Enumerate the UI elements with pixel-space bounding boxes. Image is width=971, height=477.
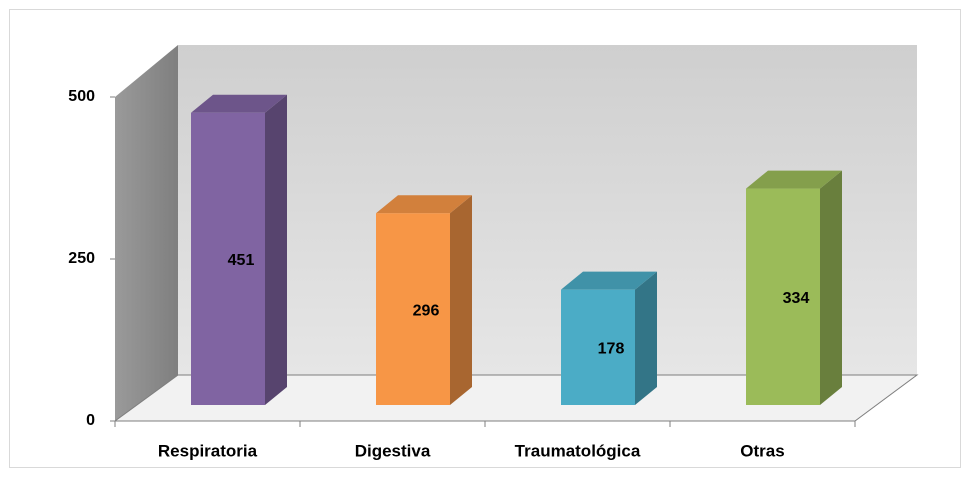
y-tick-label: 250 (68, 250, 95, 267)
side-wall (115, 45, 178, 421)
bar-side (265, 94, 287, 405)
bar (561, 289, 635, 405)
bar-top (561, 271, 657, 290)
x-tick-label: Traumatológica (515, 441, 641, 460)
bar (191, 112, 265, 405)
value-label: 451 (228, 252, 255, 269)
x-tick-label: Otras (740, 441, 784, 460)
value-label: 296 (413, 302, 440, 319)
value-label: 178 (598, 341, 625, 358)
x-tick-label: Respiratoria (158, 441, 258, 460)
value-label: 334 (783, 290, 810, 307)
bar (376, 213, 450, 405)
bar (746, 188, 820, 405)
y-tick-label: 0 (86, 412, 95, 429)
bar-top (746, 170, 842, 189)
bar-side (635, 271, 657, 405)
y-tick-label: 500 (68, 88, 95, 105)
bar-side (820, 170, 842, 405)
bar-top (376, 195, 472, 214)
bar-side (450, 195, 472, 405)
bar-top (191, 94, 287, 113)
x-tick-label: Digestiva (355, 441, 431, 460)
back-wall (178, 45, 917, 375)
